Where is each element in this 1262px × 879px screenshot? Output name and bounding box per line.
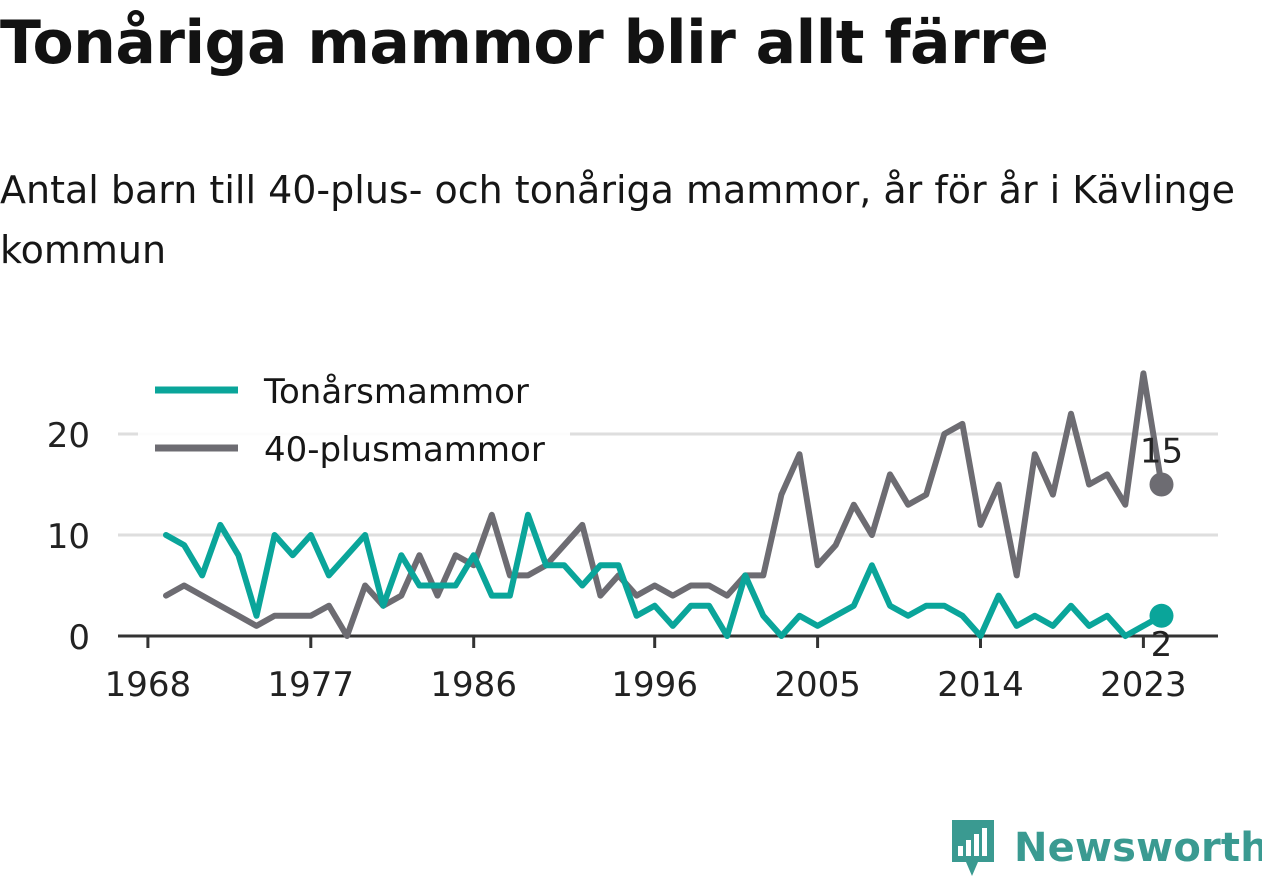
- end-point-tonarsmammor: [1149, 603, 1174, 628]
- series-line-40-plusmammor: [163, 370, 1165, 639]
- chart-title: Tonåriga mammor blir allt färre: [0, 8, 1049, 78]
- x-tick-label: 2023: [1100, 665, 1187, 705]
- chart-subtitle: Antal barn till 40-plus- och tonåriga ma…: [0, 168, 1236, 272]
- series-line-tonarsmammor: [163, 511, 1165, 639]
- legend-background: [138, 362, 570, 480]
- x-tick-label: 1977: [268, 665, 355, 705]
- x-axis: 1968 1977 1986 1996 2005 2014 2023: [105, 634, 1218, 705]
- y-axis-labels: 0 10 20: [47, 416, 90, 658]
- y-tick-label: 0: [68, 618, 90, 658]
- end-label-tonarsmammor: 2: [1151, 625, 1173, 665]
- end-point-40-plusmammor: [1149, 472, 1174, 497]
- x-tick-label: 1986: [430, 665, 517, 705]
- brand-name: Newsworthy: [1014, 825, 1262, 871]
- x-tick-label: 1996: [611, 665, 698, 705]
- x-tick-label: 2005: [774, 665, 861, 705]
- y-tick-label: 10: [47, 517, 90, 557]
- end-label-40-plusmammor: 15: [1140, 432, 1183, 472]
- bar-chart-icon: [952, 820, 994, 876]
- x-tick-label: 1968: [105, 665, 192, 705]
- end-point-markers: 2 15: [1140, 432, 1183, 665]
- legend-label: Tonårsmammor: [263, 372, 529, 412]
- series-lines: [163, 370, 1165, 639]
- legend-label: 40-plusmammor: [264, 430, 545, 470]
- x-tick-label: 2014: [937, 665, 1024, 705]
- legend: Tonårsmammor 40-plusmammor: [138, 362, 570, 480]
- newsworthy-logo: Newsworthy: [948, 818, 1262, 878]
- y-tick-label: 20: [47, 416, 90, 456]
